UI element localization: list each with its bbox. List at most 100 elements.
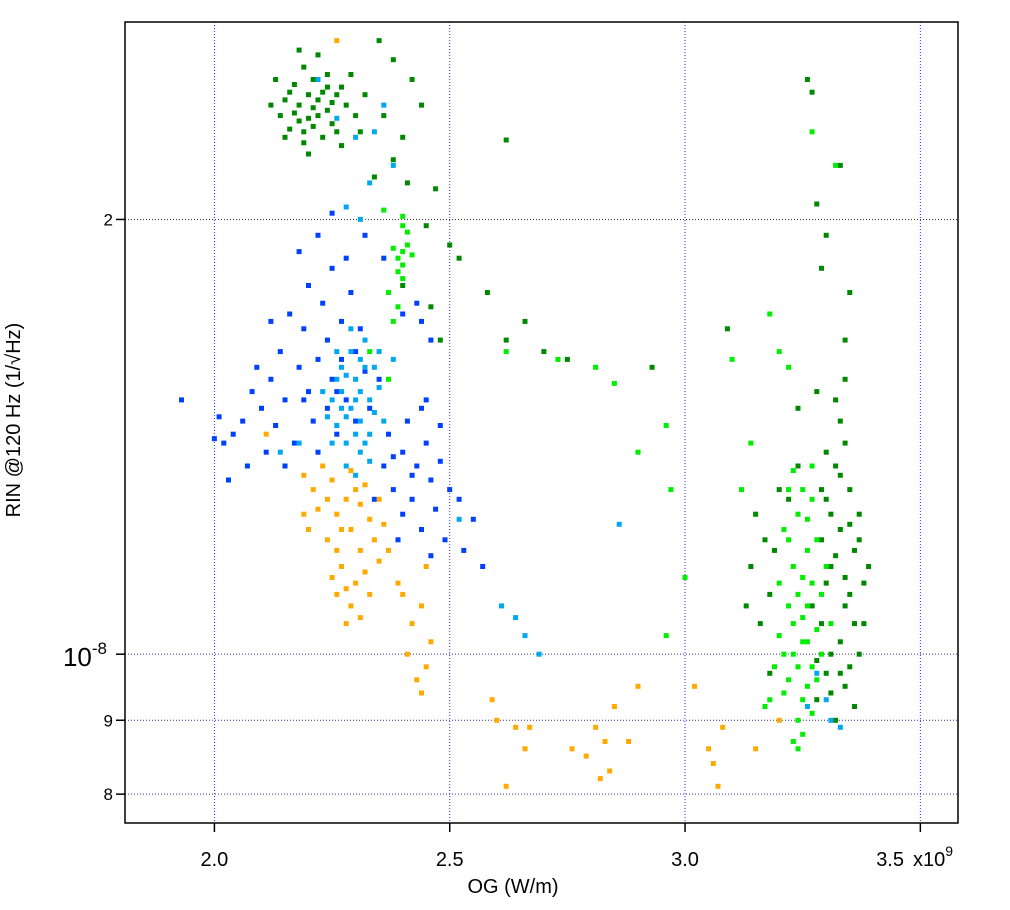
data-point (522, 633, 528, 639)
data-point (400, 283, 406, 288)
data-point (306, 151, 311, 157)
data-point (423, 223, 429, 229)
data-point (724, 326, 730, 332)
data-point (390, 356, 396, 362)
data-point (635, 683, 641, 689)
data-point (249, 389, 255, 395)
data-point (419, 690, 424, 696)
data-point (795, 746, 801, 752)
data-point (404, 229, 410, 235)
data-point (244, 463, 250, 469)
data-point (390, 157, 396, 163)
data-point (837, 670, 843, 676)
data-point (339, 318, 344, 324)
data-point (433, 506, 439, 512)
data-point (484, 290, 490, 295)
data-point (324, 405, 330, 411)
data-point (376, 349, 382, 355)
data-point (494, 717, 500, 723)
data-point (414, 463, 420, 469)
data-point (395, 304, 401, 310)
data-point (179, 397, 184, 403)
data-point (819, 537, 824, 543)
data-point (762, 704, 768, 709)
data-point (852, 621, 857, 627)
data-point (757, 621, 763, 627)
data-point (776, 487, 782, 493)
data-point (339, 356, 344, 362)
data-point (593, 724, 599, 730)
data-point (847, 664, 853, 670)
data-point (419, 102, 424, 108)
data-point (400, 134, 406, 140)
data-point (367, 516, 373, 522)
data-point (301, 397, 307, 403)
data-point (823, 449, 829, 455)
data-point (306, 115, 311, 121)
data-point (277, 349, 283, 355)
y-tick-label: 10-8 (63, 639, 107, 672)
data-point (404, 180, 410, 186)
data-point (362, 337, 368, 343)
data-point (767, 697, 773, 703)
data-point (230, 431, 236, 437)
data-point (729, 356, 735, 362)
data-point (837, 418, 843, 424)
data-point (513, 724, 519, 730)
data-point (390, 487, 396, 493)
data-point (386, 290, 391, 295)
data-point (343, 496, 349, 502)
data-point (334, 511, 340, 517)
data-point (315, 77, 321, 82)
data-point (381, 463, 387, 469)
data-point (790, 564, 796, 569)
data-point (324, 537, 330, 543)
data-point (786, 364, 792, 370)
data-point (786, 677, 792, 683)
data-point (362, 368, 368, 374)
data-point (419, 318, 424, 324)
data-point (362, 364, 368, 370)
data-point (786, 537, 792, 543)
data-point (400, 276, 406, 282)
data-point (367, 591, 373, 597)
data-point (795, 405, 801, 411)
data-point (790, 651, 796, 657)
data-point (428, 553, 434, 559)
data-point (423, 664, 429, 670)
data-point (390, 245, 396, 251)
data-point (819, 487, 824, 493)
data-point (437, 423, 443, 428)
data-point (381, 102, 387, 108)
data-point (800, 615, 806, 621)
data-point (786, 496, 792, 502)
data-point (353, 472, 359, 478)
data-point (376, 558, 382, 564)
data-point (781, 651, 787, 657)
data-point (489, 697, 495, 703)
data-point (395, 255, 401, 261)
data-point (414, 677, 420, 683)
data-point (287, 89, 293, 95)
data-point (367, 349, 373, 355)
data-point (428, 477, 434, 483)
data-point (381, 207, 387, 213)
data-point (828, 690, 834, 696)
data-point (447, 242, 453, 248)
data-point (828, 621, 834, 627)
data-point (221, 440, 227, 446)
x-axis-multiplier: x109 (913, 843, 953, 871)
data-point (767, 311, 773, 317)
data-point (320, 89, 326, 95)
data-point (381, 113, 387, 119)
y-tick-label: 9 (104, 711, 113, 730)
data-point (371, 496, 377, 502)
data-point (828, 511, 834, 517)
data-point (456, 496, 462, 502)
data-point (776, 349, 782, 355)
data-point (470, 516, 476, 522)
data-point (310, 105, 316, 111)
data-point (682, 575, 688, 580)
data-point (461, 547, 467, 553)
data-point (809, 580, 815, 586)
